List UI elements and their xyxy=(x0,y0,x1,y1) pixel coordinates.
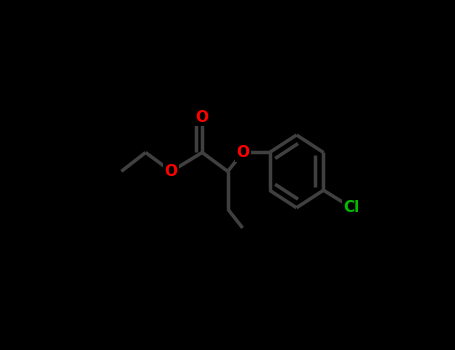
Text: Cl: Cl xyxy=(344,200,360,215)
Text: O: O xyxy=(165,164,178,179)
Text: O: O xyxy=(196,110,209,125)
Text: O: O xyxy=(236,145,249,160)
